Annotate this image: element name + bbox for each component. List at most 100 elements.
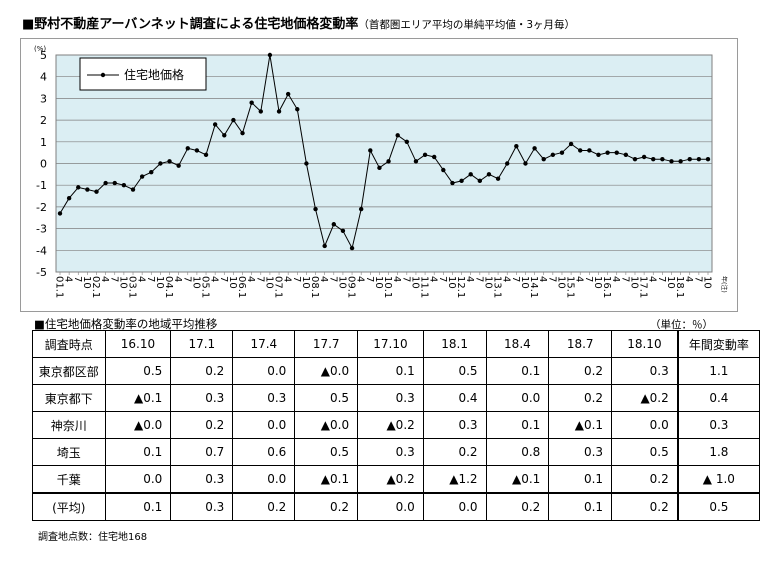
data-point <box>313 206 318 212</box>
x-tick-label: 01.1 <box>54 276 65 298</box>
x-tick-label: 4 <box>318 276 329 282</box>
x-tick-label: 11.1 <box>419 276 430 298</box>
x-tick-label: 10 <box>409 276 420 289</box>
x-tick-label: 7 <box>473 276 484 282</box>
x-tick-label: 7 <box>108 276 119 282</box>
y-tick-label: 4 <box>40 71 47 84</box>
survey-note: 調査地点数：住宅地168 <box>38 532 148 543</box>
data-point <box>523 161 528 166</box>
value-cell: 0.2 <box>548 384 613 412</box>
x-tick-label: 05.1 <box>200 276 211 298</box>
value-cell: 0.3 <box>232 384 296 412</box>
data-point <box>276 109 282 114</box>
data-point <box>696 156 702 162</box>
x-tick-label: 7 <box>619 276 630 282</box>
header-cell: 18.4 <box>485 330 550 358</box>
data-point <box>641 154 647 160</box>
value-cell: 0.2 <box>232 492 296 521</box>
data-point <box>194 148 200 153</box>
annual-change-cell: 0.3 <box>676 411 760 439</box>
value-cell: 0.5 <box>294 438 359 466</box>
value-cell: 0.2 <box>170 411 234 439</box>
x-tick-label: 7 <box>327 276 338 282</box>
row-label: 東京都区部 <box>32 357 106 385</box>
row-label: 東京都下 <box>32 384 106 412</box>
y-tick-label: 0 <box>40 158 47 171</box>
x-tick-label: 4 <box>209 276 220 282</box>
data-point <box>477 178 483 184</box>
data-point <box>669 159 674 164</box>
x-tick-label: 10 <box>81 276 92 289</box>
data-point <box>240 130 245 136</box>
data-point <box>285 91 291 97</box>
annual-change-cell: 0.5 <box>676 492 760 521</box>
title-subtitle: （首都圏エリア平均の単純平均値・3ヶ月毎） <box>358 19 576 31</box>
chart-title: ■野村不動産アーバンネット調査による住宅地価格変動率（首都圏エリア平均の単純平均… <box>22 13 575 32</box>
value-cell: ▲0.0 <box>294 411 359 439</box>
x-tick-label: 7 <box>72 276 83 282</box>
data-point <box>505 161 510 166</box>
data-point <box>678 159 683 164</box>
data-point <box>587 148 592 153</box>
x-tick-label: 12.1 <box>455 276 466 298</box>
value-cell: ▲0.1 <box>485 465 550 494</box>
y-tick-label: -3 <box>36 223 47 236</box>
x-tick-label: 10 <box>190 276 201 289</box>
legend-label: 住宅地価格 <box>124 67 184 82</box>
data-point <box>368 148 373 153</box>
x-tick-label: 4 <box>63 276 74 282</box>
value-cell: ▲0.0 <box>294 357 359 385</box>
data-point <box>404 139 410 144</box>
x-tick-label: 13.1 <box>492 276 503 298</box>
row-label: 神奈川 <box>32 411 106 439</box>
data-point <box>568 141 574 147</box>
x-tick-label: 4 <box>574 276 585 282</box>
value-cell: 0.2 <box>485 492 550 521</box>
data-point <box>66 196 72 201</box>
data-point <box>185 146 190 151</box>
data-point <box>76 185 81 190</box>
value-cell: 0.0 <box>422 492 487 521</box>
data-point <box>331 222 337 227</box>
annual-change-cell: ▲ 1.0 <box>676 465 760 494</box>
value-cell: 0.1 <box>548 492 613 521</box>
header-cell: 17.7 <box>294 330 359 358</box>
value-cell: 0.3 <box>170 465 234 494</box>
x-tick-label: 4 <box>99 276 110 282</box>
value-cell: 0.4 <box>422 384 487 412</box>
row-label: 埼玉 <box>32 438 106 466</box>
value-cell: ▲0.2 <box>357 465 424 494</box>
data-point <box>632 156 638 162</box>
x-tick-label: 4 <box>282 276 293 282</box>
x-tick-label: 7 <box>546 276 557 282</box>
value-cell: 0.1 <box>548 465 613 494</box>
x-tick-label: 7 <box>291 276 302 282</box>
table-row: 東京都下 ▲0.1 0.3 0.3 0.5 0.3 0.4 0.0 0.2 ▲0.2 0.4 <box>32 384 760 412</box>
data-point <box>57 211 63 216</box>
x-tick-label: 4 <box>537 276 548 282</box>
y-tick-label: -1 <box>36 179 47 192</box>
value-cell: 0.2 <box>611 492 679 521</box>
value-cell: 0.0 <box>232 465 296 494</box>
x-tick-label: 7 <box>656 276 667 282</box>
data-point <box>103 180 108 186</box>
value-cell: 0.7 <box>170 438 234 466</box>
data-point <box>514 143 519 149</box>
data-point <box>167 159 172 164</box>
legend: 住宅地価格 <box>79 57 207 91</box>
regional-change-table: 調査時点 16.10 17.1 17.4 17.7 17.10 18.1 18.… <box>32 330 760 521</box>
x-tick-label: 17.1 <box>638 276 649 298</box>
data-point <box>386 159 391 164</box>
data-point <box>304 161 309 166</box>
x-tick-label: 02.1 <box>90 276 101 298</box>
data-point <box>158 161 163 166</box>
value-cell: 0.5 <box>294 384 359 412</box>
data-point <box>212 122 218 127</box>
header-cell: 18.7 <box>548 330 613 358</box>
x-tick-label: 15.1 <box>565 276 576 298</box>
data-point <box>605 150 610 155</box>
header-cell: 17.4 <box>232 330 296 358</box>
data-point <box>468 172 473 177</box>
x-tick-label: 10 <box>227 276 238 289</box>
x-tick-label: 7 <box>437 276 448 282</box>
